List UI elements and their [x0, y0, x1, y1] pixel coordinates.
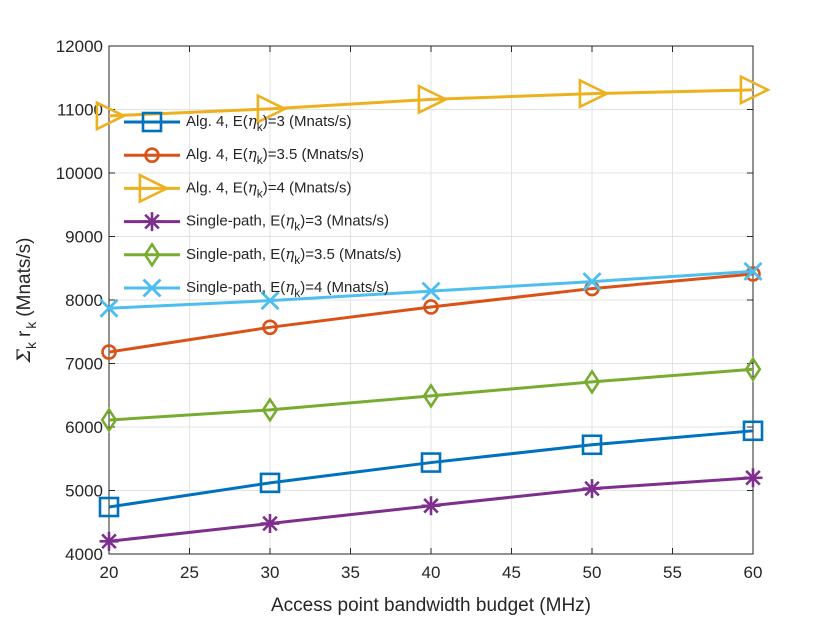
ticks: 20 25 30 35 40 45 50 55 60 4000 5000 6000 7000 8000 90… [56, 37, 763, 582]
legend-item: Single-path, E(ηk)=3.5 (Mnats/s) [124, 241, 402, 268]
y-label-unit: (Mnats/s) [14, 238, 35, 317]
marker-triangle [256, 93, 288, 125]
x-tick-label: 45 [502, 563, 521, 582]
marker-diamond [261, 397, 279, 423]
marker-circle [745, 266, 761, 282]
y-axis-label: Σkrk (Mnats/s) [13, 238, 39, 364]
legend-item: Alg. 4, E(ηk)=3 (Mnats/s) [124, 111, 351, 134]
y-tick-label: 10000 [56, 164, 103, 183]
marker-triangle [578, 78, 610, 109]
marker-asterisk [99, 531, 119, 551]
legend-item: Single-path, E(ηk)=4 (Mnats/s) [124, 278, 389, 300]
x-tick-label: 50 [583, 563, 602, 582]
marker-triangle [138, 173, 170, 204]
marker-x [99, 298, 119, 318]
series-4 [99, 468, 763, 551]
x-tick-label: 60 [744, 563, 763, 582]
y-tick-label: 9000 [65, 228, 103, 247]
marker-diamond [422, 383, 440, 409]
legend-item: Single-path, E(ηk)=3 (Mnats/s) [124, 212, 389, 234]
x-axis-label: Access point bandwidth budget (MHz) [271, 595, 591, 616]
legend-label: Single-path, E(ηk)=3 (Mnats/s) [186, 212, 389, 234]
series-line [108, 272, 754, 354]
series-6 [99, 261, 763, 318]
y-label-sum-symbol: Σ [13, 348, 35, 363]
marker-diamond [583, 369, 601, 395]
legend-item: Alg. 4, E(ηk)=4 (Mnats/s) [124, 173, 351, 204]
marker-x [421, 281, 441, 301]
marker-square [581, 434, 603, 456]
legend-label: Alg. 4, E(ηk)=4 (Mnats/s) [186, 178, 351, 200]
series-line [108, 88, 754, 118]
marker-asterisk [421, 496, 441, 516]
x-tick-label: 35 [341, 563, 360, 582]
series-5 [100, 356, 762, 433]
y-tick-label: 11000 [57, 101, 103, 120]
x-tick-label: 30 [261, 563, 280, 582]
series-line [108, 367, 754, 422]
x-tick-label: 25 [180, 563, 199, 582]
marker-x [743, 261, 763, 281]
marker-triangle [417, 84, 449, 115]
y-tick-label: 7000 [65, 355, 103, 374]
marker-asterisk [142, 212, 162, 232]
series-2 [101, 266, 761, 360]
marker-square [141, 111, 163, 133]
legend-label: Single-path, E(ηk)=3.5 (Mnats/s) [186, 245, 402, 267]
series-layer [95, 74, 771, 551]
x-tick-label: 40 [422, 563, 441, 582]
marker-circle [262, 319, 278, 336]
marker-asterisk [260, 514, 280, 534]
y-label-sum-subscript: k [23, 341, 39, 349]
legend: Alg. 4, E(ηk)=3 (Mnats/s) Alg. 4, E(ηk)=3… [124, 111, 402, 300]
marker-x [582, 272, 602, 292]
legend-item: Alg. 4, E(ηk)=3.5 (Mnats/s) [124, 145, 364, 167]
marker-square [420, 452, 442, 473]
svg-text:Σkrk(Mnats/s): Σkrk (Mnats/s) [13, 238, 39, 364]
marker-circle [101, 344, 117, 360]
y-label-variable-subscript: k [23, 321, 39, 329]
marker-asterisk [743, 468, 763, 488]
marker-diamond [143, 241, 161, 268]
marker-x [142, 278, 162, 298]
marker-diamond [744, 356, 762, 383]
series-3 [95, 74, 771, 132]
legend-label: Alg. 4, E(ηk)=3 (Mnats/s) [186, 112, 351, 134]
y-tick-label: 12000 [56, 37, 103, 56]
marker-diamond [100, 407, 118, 433]
marker-x [260, 291, 280, 311]
marker-circle [144, 147, 160, 163]
legend-label: Alg. 4, E(ηk)=3.5 (Mnats/s) [186, 145, 364, 167]
y-tick-label: 5000 [65, 482, 103, 501]
y-tick-label: 6000 [65, 418, 103, 437]
marker-square [742, 420, 764, 442]
marker-triangle [95, 100, 127, 132]
y-label-variable: r [14, 330, 35, 337]
y-tick-label: 8000 [65, 291, 103, 310]
y-tick-label: 4000 [65, 545, 103, 564]
series-1 [98, 420, 764, 518]
x-tick-label: 55 [663, 563, 682, 582]
marker-triangle [739, 74, 771, 106]
marker-square [98, 496, 120, 518]
series-line [108, 429, 754, 509]
marker-asterisk [582, 479, 602, 499]
legend-label: Single-path, E(ηk)=4 (Mnats/s) [186, 278, 389, 300]
x-tick-label: 20 [100, 563, 119, 582]
marker-circle [423, 299, 439, 315]
marker-square [259, 472, 281, 494]
